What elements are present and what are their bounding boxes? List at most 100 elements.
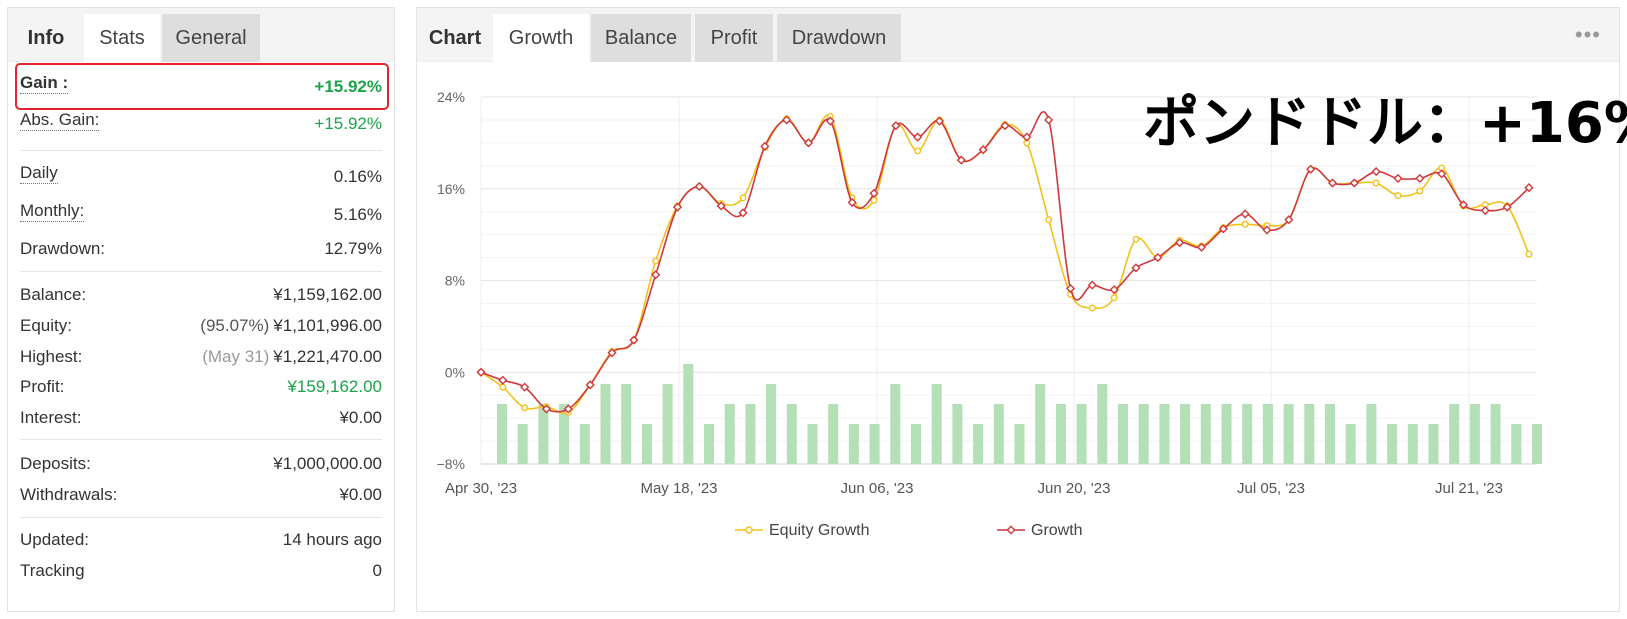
growth-point: [1415, 173, 1425, 184]
stat-interest: Interest: ¥0.00: [20, 408, 382, 436]
highest-label: Highest:: [20, 347, 83, 366]
y-tick-label: 24%: [437, 89, 465, 105]
equity-growth-point: [1241, 220, 1249, 228]
volume-bar: [538, 404, 549, 464]
stats-panel: Info Stats General Gain : +15.92% Abs. G…: [7, 7, 395, 612]
volume-bar: [559, 404, 570, 464]
stat-drawdown: Drawdown: 12.79%: [20, 239, 382, 267]
volume-bar: [1283, 404, 1294, 464]
stat-equity: Equity: (95.07%) ¥1,101,996.00: [20, 316, 382, 344]
volume-bar: [704, 424, 714, 464]
x-tick-label: Jul 05, '23: [1237, 480, 1305, 497]
stat-updated: Updated: 14 hours ago: [20, 530, 382, 558]
legend-equity-marker: [745, 526, 753, 534]
growth-point: [1087, 280, 1097, 290]
equity-growth-point: [1132, 235, 1140, 243]
divider: [20, 150, 382, 151]
volume-bar: [579, 424, 590, 464]
growth-point: [1437, 169, 1447, 179]
tracking-label: Tracking: [20, 561, 85, 580]
legend-equity-label: Equity Growth: [769, 522, 869, 539]
stat-withdrawals: Withdrawals: ¥0.00: [20, 485, 382, 513]
stat-daily: Daily 0.16%: [20, 163, 382, 191]
volume-bar: [1138, 404, 1149, 464]
equity-growth-point: [521, 404, 529, 412]
abs-gain-label[interactable]: Abs. Gain:: [20, 110, 100, 131]
chart-tabbar: Chart Growth Balance Profit Drawdown •••: [417, 8, 1619, 62]
volume-bar: [1469, 404, 1480, 464]
growth-point: [1502, 202, 1512, 212]
equity-growth-point: [914, 147, 922, 155]
legend-growth-label: Growth: [1031, 522, 1083, 539]
growth-point: [1240, 209, 1250, 219]
volume-bar: [1118, 404, 1128, 464]
x-tick-label: Apr 30, '23: [445, 480, 517, 497]
equity-growth-point: [499, 383, 507, 391]
daily-value: 0.16%: [333, 167, 382, 186]
volume-bar: [1532, 424, 1542, 464]
volume-bar: [1262, 404, 1273, 464]
balance-value: ¥1,159,162.00: [273, 285, 382, 304]
volume-bar: [1325, 404, 1335, 464]
tab-chart[interactable]: Chart: [428, 27, 482, 49]
gain-label[interactable]: Gain :: [20, 73, 69, 94]
tab-balance[interactable]: Balance: [591, 14, 691, 62]
volume-bar: [911, 424, 921, 464]
drawdown-value: 12.79%: [324, 239, 382, 258]
growth-point: [563, 404, 573, 414]
growth-point: [1371, 166, 1381, 177]
volume-bar: [517, 424, 528, 464]
volume-bar: [1428, 424, 1439, 464]
equity-value: ¥1,101,996.00: [273, 316, 382, 335]
volume-bar: [786, 404, 797, 464]
volume-bar: [1221, 404, 1232, 464]
tab-stats[interactable]: Stats: [84, 14, 160, 62]
volume-bar: [1076, 404, 1087, 464]
interest-label: Interest:: [20, 408, 82, 427]
equity-growth-point: [739, 194, 747, 202]
tab-info[interactable]: Info: [27, 27, 65, 49]
growth-point: [498, 375, 508, 385]
gain-value: +15.92%: [314, 77, 382, 96]
growth-point: [672, 202, 683, 212]
equity-growth-point: [1110, 294, 1118, 302]
growth-point: [476, 367, 486, 377]
growth-point: [978, 145, 988, 155]
volume-bar: [1407, 424, 1418, 464]
tab-growth[interactable]: Growth: [493, 14, 589, 62]
growth-point: [1306, 164, 1316, 174]
growth-point: [1262, 225, 1272, 235]
volume-bar: [1242, 404, 1253, 464]
equity-growth-point: [1088, 304, 1096, 312]
equity-label: Equity:: [20, 316, 72, 335]
interest-value: ¥0.00: [339, 408, 382, 427]
updated-label: Updated:: [20, 530, 89, 549]
monthly-value: 5.16%: [333, 205, 382, 224]
daily-label[interactable]: Daily: [20, 163, 58, 184]
more-dots-icon[interactable]: •••: [1574, 22, 1601, 47]
volume-bar: [1055, 404, 1066, 464]
volume-bar: [1159, 404, 1170, 464]
volume-bar: [1449, 404, 1460, 464]
volume-bar: [745, 404, 756, 464]
growth-point: [651, 270, 661, 280]
tab-drawdown[interactable]: Drawdown: [777, 14, 901, 62]
equity-percent: (95.07%): [200, 316, 270, 335]
growth-point: [694, 181, 704, 192]
volume-bar: [1014, 424, 1025, 464]
tab-general[interactable]: General: [162, 14, 260, 62]
volume-bar: [952, 404, 963, 464]
divider: [20, 517, 382, 518]
legend-growth-marker: [1006, 525, 1016, 535]
equity-growth-point: [1525, 250, 1533, 258]
tab-profit[interactable]: Profit: [695, 14, 773, 62]
growth-point: [520, 382, 530, 392]
volume-bar: [869, 424, 880, 464]
growth-point: [782, 115, 792, 125]
growth-point: [847, 197, 857, 208]
volume-bar: [683, 364, 694, 464]
stat-monthly: Monthly: 5.16%: [20, 201, 382, 229]
volume-bar: [641, 424, 652, 464]
monthly-label[interactable]: Monthly:: [20, 201, 85, 222]
growth-point: [1175, 238, 1185, 248]
